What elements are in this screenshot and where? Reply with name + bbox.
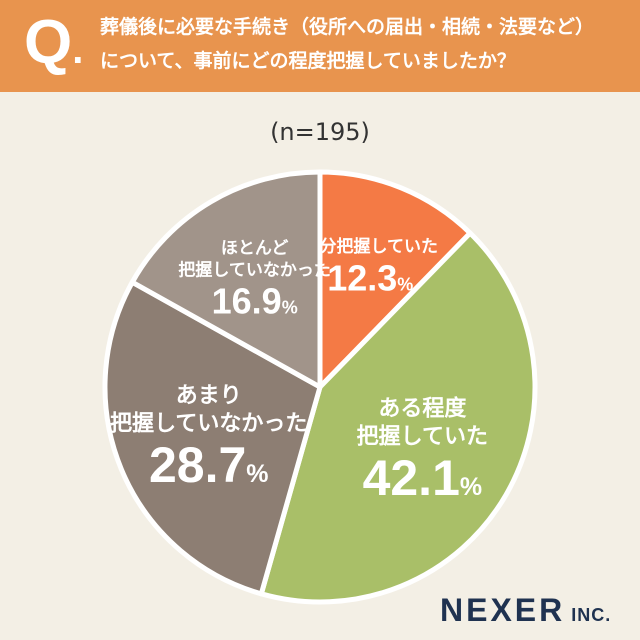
question-header: Q. 葬儀後に必要な手続き（役所への届出・相続・法要など） について、事前にどの… (0, 0, 640, 92)
slice-category-label: 把握していなかった (178, 259, 331, 280)
pie-slice-1 (317, 169, 473, 390)
question-line-2: について、事前にどの程度把握していましたか？ (100, 50, 516, 72)
pie-slice-2 (258, 230, 538, 605)
question-text: 葬儀後に必要な手続き（役所への届出・相続・法要など） について、事前にどの程度把… (100, 10, 630, 78)
slice-category-label: あまり (176, 383, 242, 408)
slice-category-label: ほとんど (221, 238, 289, 258)
q-mark: Q. (24, 8, 84, 77)
pie-slice-4 (129, 169, 323, 390)
nexer-logo: NEXER INC. (440, 592, 612, 628)
slice-category-label: 把握していた (357, 424, 488, 450)
slice-value-label: 16.9% (212, 281, 298, 322)
slice-value-label: 12.3% (327, 257, 413, 298)
slice-category-label: ある程度 (378, 396, 467, 422)
sample-size-label: (n=195) (270, 118, 370, 146)
pie-slice-3 (102, 279, 323, 597)
slice-value-label: 28.7% (149, 437, 269, 493)
question-line-1: 葬儀後に必要な手続き（役所への届出・相続・法要など） (100, 16, 595, 38)
slice-category-label: 十分把握していた (302, 236, 438, 257)
slice-value-label: 42.1% (363, 450, 483, 506)
slice-category-label: 把握していなかった (110, 410, 307, 436)
